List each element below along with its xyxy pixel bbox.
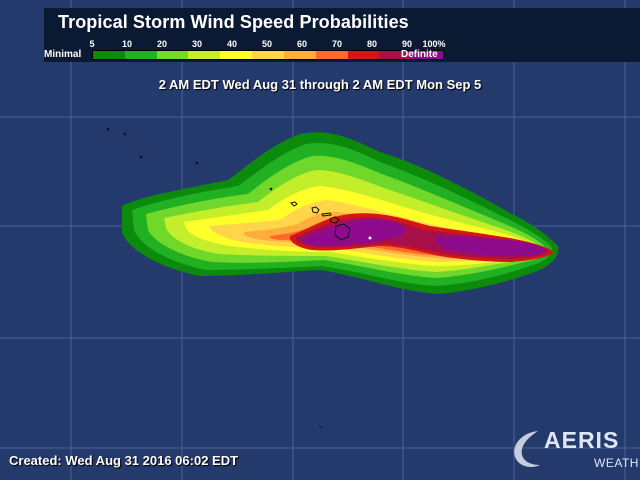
legend-tick-label: 80 — [366, 39, 378, 49]
legend-tick-label: 40 — [226, 39, 238, 49]
island-niihau — [269, 187, 273, 191]
legend-tick-label: 90 — [401, 39, 413, 49]
storm-center-marker — [368, 236, 372, 240]
legend-tick-label: 10 — [121, 39, 133, 49]
logo-wordmark: AERIS — [544, 427, 620, 453]
legend-color-swatch — [283, 51, 316, 59]
island-nihoa — [106, 127, 110, 131]
legend-color-swatch — [347, 51, 380, 59]
island-necker — [123, 132, 127, 136]
legend-color-swatch — [156, 51, 189, 59]
aeris-weather-logo: AERIS WEATHER — [506, 425, 640, 477]
legend-tick-label: 50 — [261, 39, 273, 49]
legend-min-label: Minimal — [44, 49, 82, 60]
swath-100pct-east — [434, 236, 546, 256]
legend-tick-label: 20 — [156, 39, 168, 49]
island-maui — [329, 216, 340, 224]
legend-max-label: Definite — [401, 49, 438, 60]
swath-100pct-west — [302, 219, 406, 246]
wind-probability-swath — [122, 132, 559, 294]
legend-color-swatch — [188, 51, 221, 59]
island-outlines — [106, 127, 351, 428]
island-molokai — [321, 212, 332, 217]
legend-tick-label: 70 — [331, 39, 343, 49]
legend-tick-label: 30 — [191, 39, 203, 49]
logo-subtitle: WEATHER — [594, 456, 640, 470]
legend-color-swatch — [220, 51, 253, 59]
legend-tick-label: 5 — [89, 39, 95, 49]
legend-color-scale — [92, 50, 444, 60]
aeris-swoosh-icon — [514, 431, 540, 467]
title-bar: Tropical Storm Wind Speed Probabilities — [44, 8, 640, 41]
legend-color-swatch — [315, 51, 348, 59]
legend-color-swatch — [252, 51, 284, 59]
island-french-frigate — [139, 155, 143, 159]
legend-tick-label: 60 — [296, 39, 308, 49]
legend-tick-label: 100% — [422, 39, 446, 49]
probability-legend: Minimal 5 10 20 30 40 50 60 70 80 90 100% Definite — [44, 39, 640, 62]
island-oahu — [311, 206, 320, 214]
island-kauai — [290, 201, 298, 207]
island-gardner — [195, 161, 199, 165]
legend-color-swatch — [124, 51, 157, 59]
map-title: Tropical Storm Wind Speed Probabilities — [58, 12, 409, 32]
created-timestamp: Created: Wed Aug 31 2016 06:02 EDT — [9, 453, 239, 468]
legend-color-swatch — [93, 51, 125, 59]
island-hawaii — [334, 223, 351, 241]
legend-color-swatch — [411, 51, 443, 59]
legend-color-swatch — [379, 51, 412, 59]
forecast-period: 2 AM EDT Wed Aug 31 through 2 AM EDT Mon… — [158, 77, 482, 92]
